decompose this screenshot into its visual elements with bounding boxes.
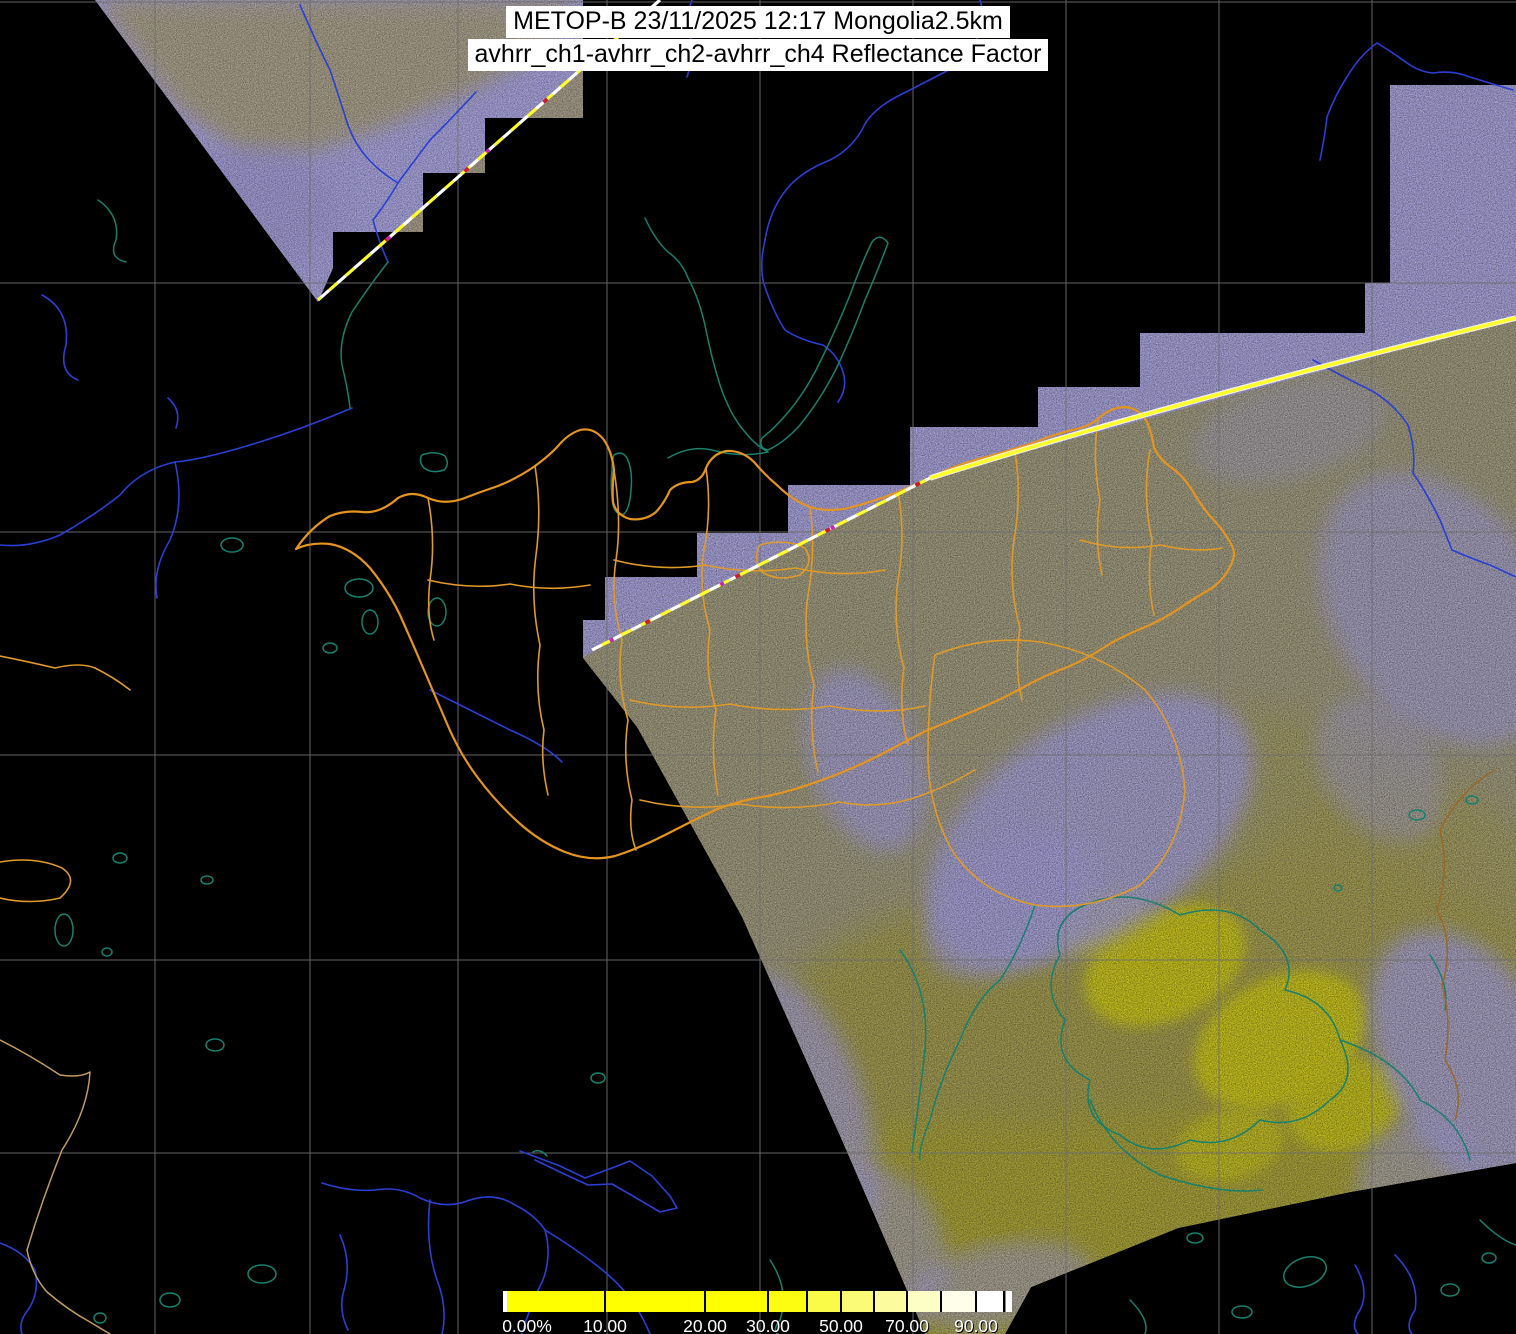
mongolia-national-border (294, 405, 1236, 860)
terminator-line-main (591, 315, 1516, 652)
lakes-coastlines-teal (54, 199, 1516, 1334)
border-tan (0, 1039, 111, 1334)
border-brown (1436, 769, 1496, 1121)
title-line1: METOP-B 23/11/2025 12:17 Mongolia2.5km (506, 6, 1010, 38)
title-line2: avhrr_ch1-avhrr_ch2-avhrr_ch4 Reflectanc… (467, 39, 1049, 71)
product-title: METOP-B 23/11/2025 12:17 Mongolia2.5km a… (0, 6, 1516, 71)
